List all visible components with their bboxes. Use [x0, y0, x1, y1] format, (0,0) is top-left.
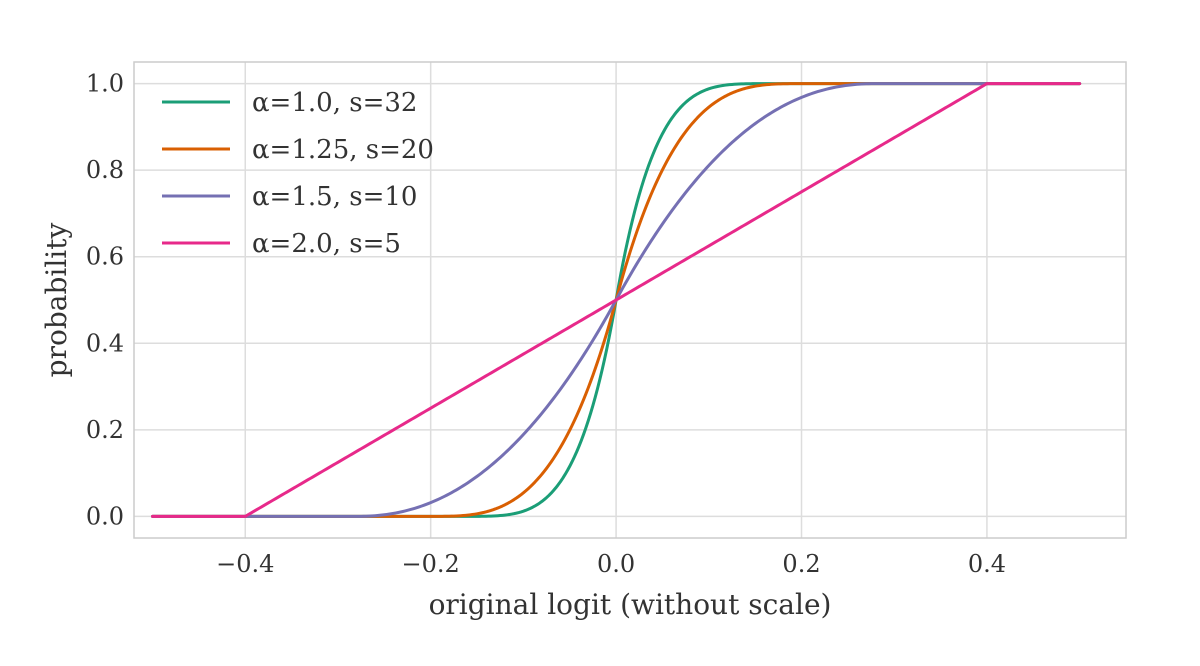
x-tick-label: −0.2: [402, 550, 460, 578]
y-axis-label: probability: [40, 223, 73, 378]
x-tick-labels: −0.4 −0.2 0.0 0.2 0.4: [216, 550, 1006, 578]
series-layer: [151, 82, 1082, 518]
y-tick-label: 1.0: [86, 70, 124, 98]
series-line-4: [151, 82, 1082, 518]
legend-label-3: α=1.5, s=10: [252, 182, 417, 212]
legend-label-2: α=1.25, s=20: [252, 135, 434, 165]
y-tick-label: 0.2: [86, 416, 124, 444]
grid-layer: [134, 62, 1126, 538]
x-axis-label: original logit (without scale): [429, 588, 832, 621]
x-tick-label: 0.2: [782, 550, 820, 578]
x-tick-label: 0.4: [968, 550, 1006, 578]
x-tick-label: −0.4: [216, 550, 274, 578]
y-tick-label: 0.4: [86, 329, 124, 357]
x-tick-label: 0.0: [597, 550, 635, 578]
plot-frame: [133, 61, 1127, 539]
y-tick-label: 0.0: [86, 502, 124, 530]
y-tick-labels: 0.0 0.2 0.4 0.6 0.8 1.0: [86, 70, 124, 531]
legend-label-4: α=2.0, s=5: [252, 229, 401, 259]
legend-label-1: α=1.0, s=32: [252, 88, 417, 118]
y-tick-label: 0.6: [86, 243, 124, 271]
legend: α=1.0, s=32 α=1.25, s=20 α=1.5, s=10 α=2.0,…: [162, 88, 434, 259]
y-tick-label: 0.8: [86, 156, 124, 184]
